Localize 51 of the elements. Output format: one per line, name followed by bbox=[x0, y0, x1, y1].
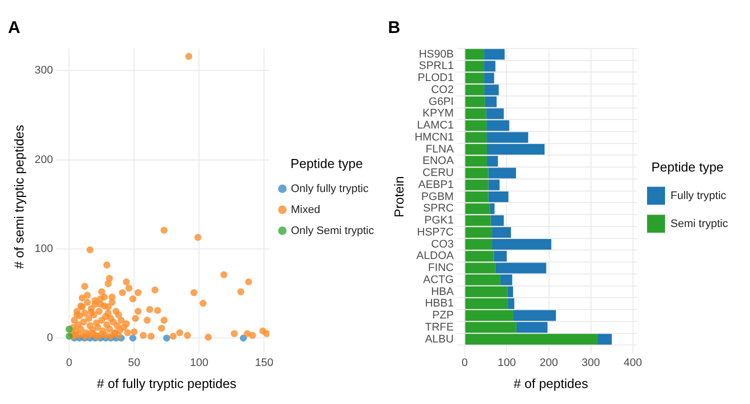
y-tick-label: SPRL1 bbox=[418, 60, 454, 72]
y-tick-label: HS90B bbox=[418, 48, 454, 60]
x-axis-title: # of fully tryptic peptides bbox=[96, 376, 237, 391]
y-tick-label: CO2 bbox=[431, 84, 454, 96]
y-tick-label: ENOA bbox=[422, 155, 454, 168]
y-tick-label: PGBM bbox=[421, 190, 454, 203]
legend-label: Semi tryptic bbox=[670, 218, 728, 230]
y-tick-label: HBA bbox=[431, 286, 454, 298]
y-tick-label: HBB1 bbox=[424, 298, 454, 310]
y-tick-label: SPRC bbox=[423, 202, 454, 215]
y-tick-label: FLNA bbox=[426, 143, 454, 156]
y-tick-label: 200 bbox=[34, 154, 53, 166]
y-tick-label: FINC bbox=[428, 262, 454, 274]
y-tick-label: 0 bbox=[46, 332, 53, 344]
x-tick-label: 0 bbox=[66, 356, 72, 369]
y-tick-label: CERU bbox=[422, 167, 454, 180]
y-tick-label: HMCN1 bbox=[414, 131, 454, 144]
chart-title: B bbox=[388, 18, 400, 37]
y-tick-label: ACTG bbox=[423, 274, 454, 286]
y-tick-label: ALBU bbox=[424, 333, 454, 346]
y-tick-label: 100 bbox=[34, 242, 53, 255]
y-tick-label: PLOD1 bbox=[418, 72, 454, 84]
x-tick-label: 400 bbox=[624, 356, 642, 369]
y-tick-label: 300 bbox=[34, 64, 53, 77]
y-axis-title: # of semi tryptic peptides bbox=[11, 124, 26, 269]
legend-title: Peptide type bbox=[651, 159, 724, 174]
x-tick-label: 100 bbox=[190, 356, 208, 369]
y-axis-title: Protein bbox=[391, 176, 406, 218]
x-tick-label: 150 bbox=[254, 356, 274, 369]
y-tick-label: AEBP1 bbox=[418, 178, 454, 191]
x-tick-label: 50 bbox=[128, 356, 140, 369]
y-tick-label: G6PI bbox=[428, 96, 454, 108]
y-tick-label: PGK1 bbox=[424, 214, 454, 227]
legend-title: Peptide type bbox=[290, 156, 363, 171]
y-tick-label: TRFE bbox=[424, 321, 454, 334]
x-tick-label: 300 bbox=[582, 356, 600, 369]
legend-label: Fully tryptic bbox=[670, 190, 727, 202]
x-tick-label: 200 bbox=[540, 356, 558, 369]
x-tick-label: 0 bbox=[462, 356, 468, 369]
y-tick-label: HSP7C bbox=[417, 226, 454, 238]
y-tick-label: PZP bbox=[432, 310, 454, 322]
legend-label: Mixed bbox=[290, 204, 320, 216]
x-axis-title: # of peptides bbox=[514, 376, 589, 391]
y-tick-label: KPYM bbox=[422, 108, 454, 120]
y-tick-label: CO3 bbox=[431, 238, 454, 250]
x-tick-label: 100 bbox=[498, 356, 516, 369]
y-tick-label: LAMC1 bbox=[417, 120, 454, 132]
legend-label: Only Semi tryptic bbox=[290, 224, 374, 237]
chart-title: A bbox=[8, 18, 20, 37]
y-tick-label: ALDOA bbox=[416, 250, 454, 262]
legend-label: Only fully tryptic bbox=[290, 182, 369, 195]
